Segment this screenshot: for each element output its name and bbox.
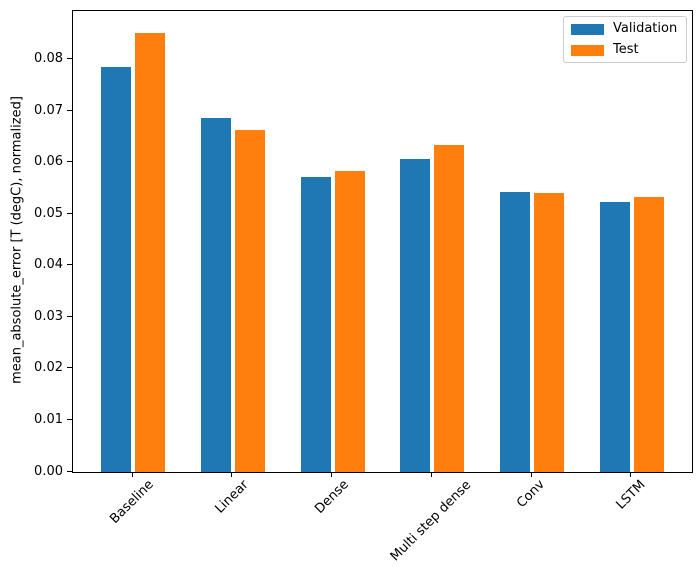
bar-test-conv — [534, 192, 565, 472]
y-tick-mark-0.03 — [67, 315, 72, 317]
y-tick-label-0.04: 0.04 — [34, 257, 63, 273]
x-tick-label-multi-step-dense: Multi step dense — [388, 477, 475, 564]
y-tick-mark-0.08 — [67, 58, 72, 60]
legend-swatch-test — [571, 44, 604, 56]
legend-item-validation: Validation — [571, 22, 677, 36]
y-tick-label-0.03: 0.03 — [34, 308, 63, 324]
x-tick-mark-linear — [231, 472, 233, 477]
y-tick-label-0.07: 0.07 — [34, 102, 63, 118]
bar-test-dense — [334, 171, 365, 472]
y-tick-mark-0.01 — [67, 418, 72, 420]
x-tick-label-conv: Conv — [514, 477, 549, 512]
bar-validation-linear — [200, 118, 231, 472]
y-tick-mark-0.05 — [67, 212, 72, 214]
y-tick-mark-0.00 — [67, 470, 72, 472]
legend-item-test: Test — [571, 43, 677, 57]
bar-validation-lstm — [600, 202, 630, 472]
y-axis-label: mean_absolute_error [T (degC), normalize… — [9, 96, 25, 384]
x-tick-label-linear: Linear — [212, 477, 252, 517]
legend-swatch-validation — [571, 23, 604, 35]
bar-validation-multi-step-dense — [400, 158, 431, 472]
x-tick-mark-conv — [530, 472, 532, 477]
y-tick-label-0.00: 0.00 — [34, 463, 63, 479]
bar-validation-baseline — [101, 67, 132, 472]
y-tick-label-0.06: 0.06 — [34, 154, 63, 170]
legend: Validation Test — [563, 16, 688, 63]
x-tick-label-dense: Dense — [311, 477, 352, 518]
legend-label-test: Test — [613, 42, 639, 57]
legend-label-validation: Validation — [613, 21, 678, 36]
bar-test-linear — [234, 129, 265, 472]
bar-validation-conv — [500, 191, 531, 472]
plot-area — [72, 10, 693, 473]
bar-test-multi-step-dense — [434, 144, 465, 472]
x-tick-mark-multi-step-dense — [430, 472, 432, 477]
y-tick-label-0.01: 0.01 — [34, 411, 63, 427]
y-tick-mark-0.06 — [67, 161, 72, 163]
x-tick-label-baseline: Baseline — [107, 477, 157, 528]
x-tick-label-lstm: LSTM — [613, 477, 649, 513]
y-tick-label-0.08: 0.08 — [34, 51, 63, 67]
y-tick-mark-0.02 — [67, 367, 72, 369]
bar-validation-dense — [300, 176, 331, 472]
bar-test-baseline — [135, 33, 165, 472]
y-tick-mark-0.04 — [67, 264, 72, 266]
y-tick-label-0.05: 0.05 — [34, 205, 63, 221]
x-tick-mark-baseline — [131, 472, 133, 477]
y-tick-label-0.02: 0.02 — [34, 360, 63, 376]
x-tick-mark-lstm — [630, 472, 632, 477]
bar-test-lstm — [633, 196, 664, 472]
x-tick-mark-dense — [331, 472, 333, 477]
y-tick-mark-0.07 — [67, 109, 72, 111]
